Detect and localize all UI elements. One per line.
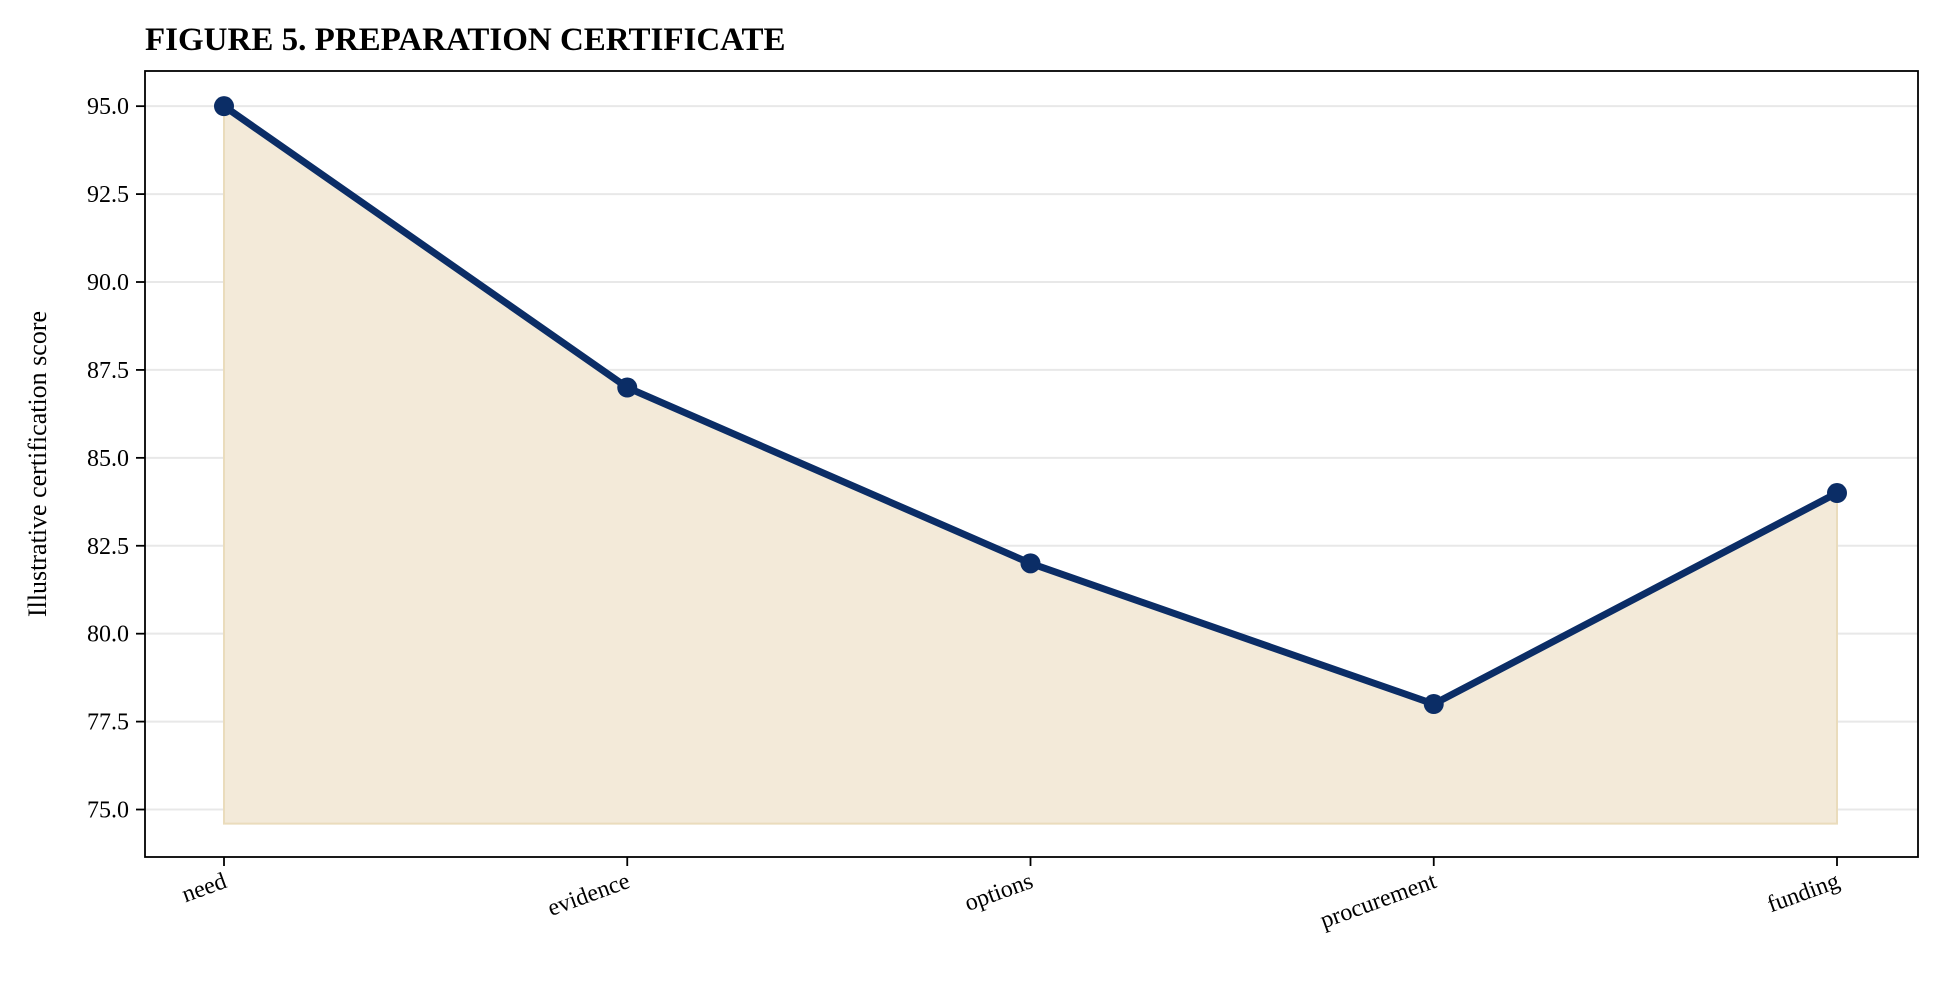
y-tick-label: 85.0 bbox=[87, 446, 129, 472]
area-fill bbox=[223, 104, 1838, 825]
data-points bbox=[214, 96, 1847, 715]
plot-area bbox=[223, 104, 1838, 825]
x-tick-label-funding: funding bbox=[1764, 868, 1843, 918]
plot-frame bbox=[144, 70, 1919, 858]
y-tick-label: 87.5 bbox=[87, 358, 129, 384]
y-tick-label: 82.5 bbox=[87, 534, 129, 560]
y-tick-label: 95.0 bbox=[87, 94, 129, 120]
data-point-evidence bbox=[617, 377, 638, 398]
y-tick-label: 92.5 bbox=[87, 182, 129, 208]
y-tick-label: 80.0 bbox=[87, 622, 129, 648]
chart-title: FIGURE 5. PREPARATION CERTIFICATE bbox=[145, 22, 786, 58]
data-point-need bbox=[214, 96, 234, 117]
y-tick-label: 77.5 bbox=[87, 710, 129, 736]
y-tick-label: 75.0 bbox=[87, 798, 129, 824]
data-point-funding bbox=[1827, 483, 1847, 504]
y-axis-label: Illustrative certification score bbox=[23, 311, 52, 617]
x-axis: need evidence options procurement funding bbox=[179, 857, 1843, 934]
x-tick-label-evidence: evidence bbox=[544, 868, 633, 922]
data-point-procurement bbox=[1423, 694, 1444, 715]
y-axis: 75.0 77.5 80.0 82.5 85.0 87.5 90.0 92.5 95.0 bbox=[87, 94, 145, 824]
y-tick-label: 90.0 bbox=[87, 270, 129, 296]
data-point-options bbox=[1020, 553, 1041, 574]
x-tick-label-options: options bbox=[961, 868, 1036, 917]
x-tick-label-procurement: procurement bbox=[1317, 868, 1440, 934]
x-tick-label-need: need bbox=[179, 868, 230, 908]
